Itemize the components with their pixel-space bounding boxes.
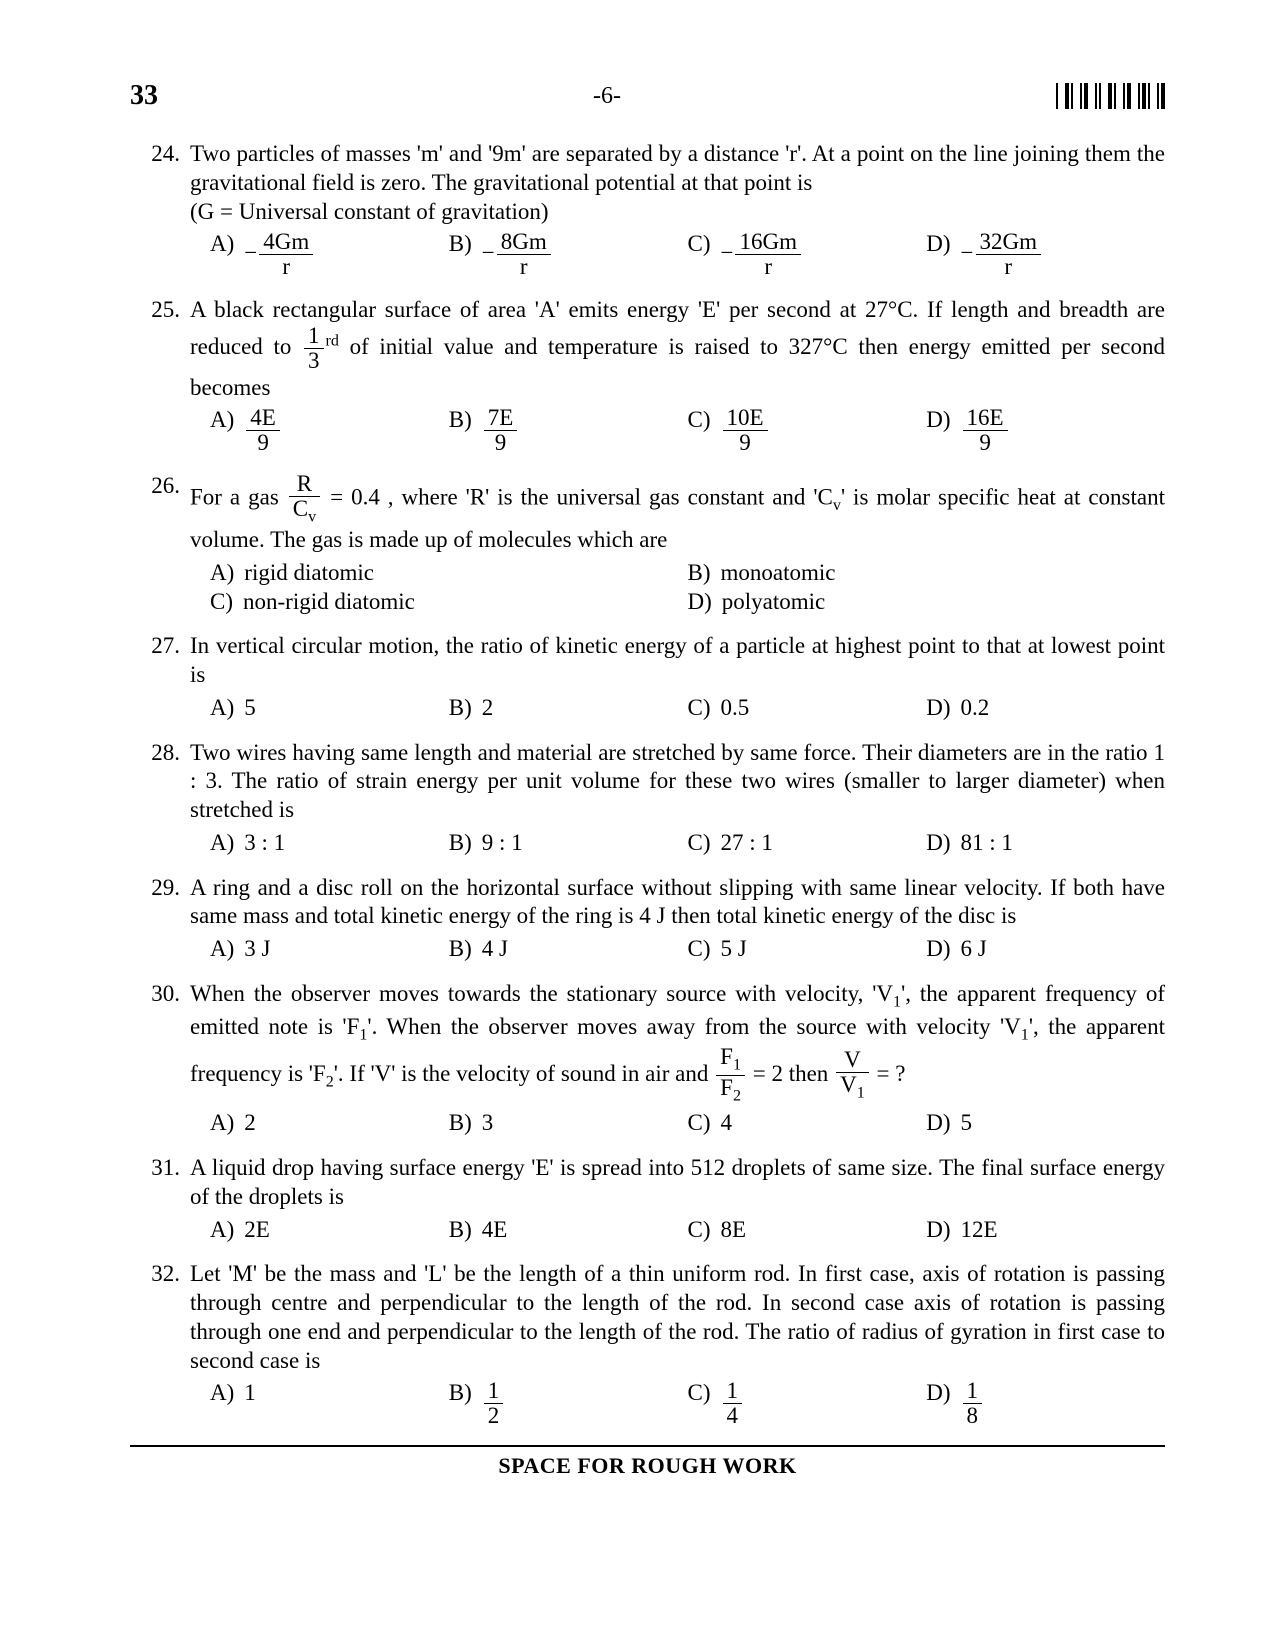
option-a: A)−4Gmr (210, 230, 449, 279)
question-number: 28. (130, 739, 190, 858)
barcode-icon (1056, 83, 1165, 109)
page-header: 33 -6- (130, 80, 1165, 112)
question-28: 28. Two wires having same length and mat… (130, 739, 1165, 858)
exam-page: { "header": { "set_number": "33", "page_… (0, 0, 1275, 1651)
option-c: C)5 J (688, 935, 927, 964)
option-a: A)1 (210, 1379, 449, 1428)
question-list: 24. Two particles of masses 'm' and '9m'… (130, 140, 1165, 1429)
question-number: 24. (130, 140, 190, 280)
options: A)3 J B)4 J C)5 J D)6 J (210, 935, 1165, 964)
options: A)rigid diatomic B)monoatomic C)non-rigi… (210, 559, 1165, 617)
options: A)−4Gmr B)−8Gmr C)−16Gmr D)−32Gmr (210, 230, 1165, 279)
options: A)3 : 1 B)9 : 1 C)27 : 1 D)81 : 1 (210, 829, 1165, 858)
page-number: -6- (158, 83, 1056, 110)
options: A)1 B)12 C)14 D)18 (210, 1379, 1165, 1428)
option-d: D)16E9 (926, 406, 1165, 455)
question-stem: For a gas RCv = 0.4 , where 'R' is the u… (190, 472, 1165, 555)
divider (130, 1445, 1165, 1447)
options: A)5 B)2 C)0.5 D)0.2 (210, 694, 1165, 723)
option-a: A)3 : 1 (210, 829, 449, 858)
option-b: B)4 J (449, 935, 688, 964)
set-number: 33 (130, 80, 158, 112)
option-d: D)5 (926, 1109, 1165, 1138)
option-a: A)4E9 (210, 406, 449, 455)
question-number: 27. (130, 632, 190, 722)
option-d: D)polyatomic (688, 588, 1166, 617)
option-c: C)27 : 1 (688, 829, 927, 858)
question-number: 30. (130, 980, 190, 1138)
option-b: B)12 (449, 1379, 688, 1428)
option-d: D)6 J (926, 935, 1165, 964)
question-stem: Let 'M' be the mass and 'L' be the lengt… (190, 1260, 1165, 1375)
option-a: A)rigid diatomic (210, 559, 688, 588)
question-number: 32. (130, 1260, 190, 1428)
question-32: 32. Let 'M' be the mass and 'L' be the l… (130, 1260, 1165, 1428)
option-d: D)0.2 (926, 694, 1165, 723)
question-stem: A ring and a disc roll on the horizontal… (190, 874, 1165, 932)
question-stem: Two particles of masses 'm' and '9m' are… (190, 140, 1165, 226)
option-c: C)−16Gmr (688, 230, 927, 279)
rough-work-label: SPACE FOR ROUGH WORK (130, 1453, 1165, 1479)
option-a: A)2 (210, 1109, 449, 1138)
option-c: C)non-rigid diatomic (210, 588, 688, 617)
question-stem: In vertical circular motion, the ratio o… (190, 632, 1165, 690)
option-d: D)81 : 1 (926, 829, 1165, 858)
option-c: C)10E9 (688, 406, 927, 455)
option-a: A)5 (210, 694, 449, 723)
question-30: 30. When the observer moves towards the … (130, 980, 1165, 1138)
question-27: 27. In vertical circular motion, the rat… (130, 632, 1165, 722)
option-d: D)18 (926, 1379, 1165, 1428)
option-b: B)3 (449, 1109, 688, 1138)
option-a: A)2E (210, 1216, 449, 1245)
question-stem: A black rectangular surface of area 'A' … (190, 296, 1165, 403)
question-26: 26. For a gas RCv = 0.4 , where 'R' is t… (130, 472, 1165, 617)
option-d: D)12E (926, 1216, 1165, 1245)
option-b: B)9 : 1 (449, 829, 688, 858)
question-number: 29. (130, 874, 190, 964)
question-25: 25. A black rectangular surface of area … (130, 296, 1165, 456)
options: A)2 B)3 C)4 D)5 (210, 1109, 1165, 1138)
option-b: B)monoatomic (688, 559, 1166, 588)
option-c: C)14 (688, 1379, 927, 1428)
question-31: 31. A liquid drop having surface energy … (130, 1154, 1165, 1244)
option-c: C)4 (688, 1109, 927, 1138)
question-number: 31. (130, 1154, 190, 1244)
options: A)4E9 B)7E9 C)10E9 D)16E9 (210, 406, 1165, 455)
question-number: 25. (130, 296, 190, 456)
question-29: 29. A ring and a disc roll on the horizo… (130, 874, 1165, 964)
option-c: C)0.5 (688, 694, 927, 723)
options: A)2E B)4E C)8E D)12E (210, 1216, 1165, 1245)
option-a: A)3 J (210, 935, 449, 964)
question-stem: When the observer moves towards the stat… (190, 980, 1165, 1105)
option-b: B)−8Gmr (449, 230, 688, 279)
option-d: D)−32Gmr (926, 230, 1165, 279)
option-b: B)4E (449, 1216, 688, 1245)
question-number: 26. (130, 472, 190, 617)
question-stem: A liquid drop having surface energy 'E' … (190, 1154, 1165, 1212)
question-stem: Two wires having same length and materia… (190, 739, 1165, 825)
option-b: B)2 (449, 694, 688, 723)
question-24: 24. Two particles of masses 'm' and '9m'… (130, 140, 1165, 280)
option-c: C)8E (688, 1216, 927, 1245)
option-b: B)7E9 (449, 406, 688, 455)
